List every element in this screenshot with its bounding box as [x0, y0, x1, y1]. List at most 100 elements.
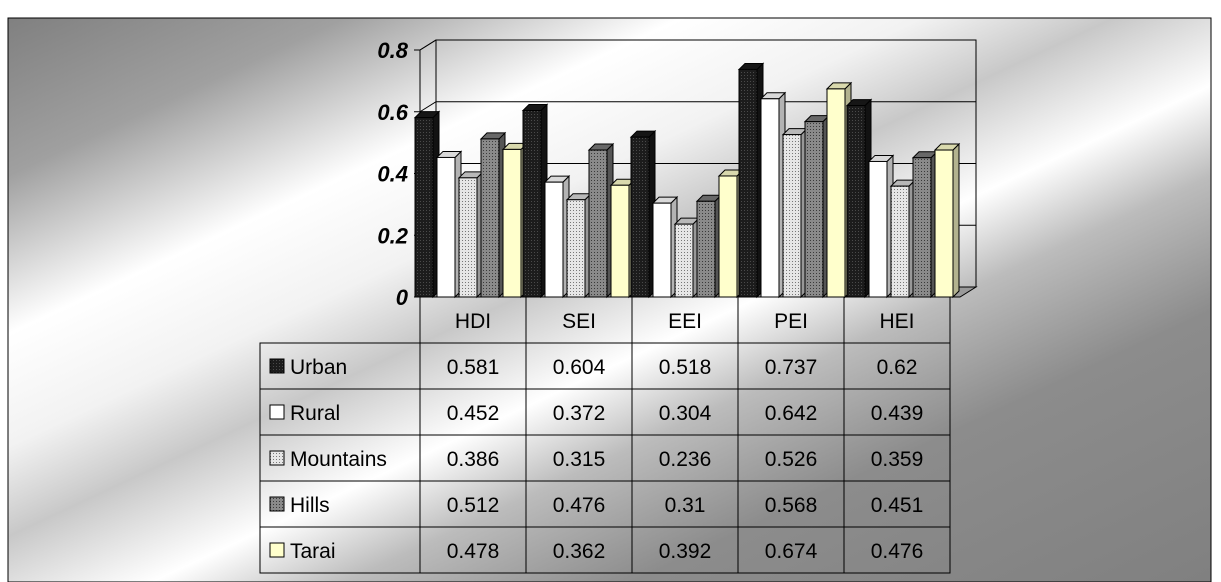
bar-front-face [782, 134, 802, 298]
bar [629, 129, 657, 299]
data-value-label: 0.476 [553, 494, 606, 517]
data-value-label: 0.304 [659, 402, 712, 425]
bar-front-face [738, 68, 758, 298]
bar-front-face [544, 181, 564, 298]
bar-front-face [414, 117, 434, 298]
data-value-label: 0.604 [553, 356, 606, 379]
x-category-label: PEI [774, 310, 808, 333]
data-value-label: 0.674 [765, 540, 818, 563]
data-value-label: 0.476 [871, 540, 924, 563]
bar-front-face [436, 156, 456, 298]
data-value-label: 0.526 [765, 448, 818, 471]
data-value-label: 0.568 [765, 494, 818, 517]
data-value-label: 0.392 [659, 540, 712, 563]
legend-key [269, 496, 285, 512]
bar-front-face [522, 110, 542, 298]
data-value-label: 0.439 [871, 402, 924, 425]
data-value-label: 0.31 [665, 494, 706, 517]
legend-label: Rural [290, 402, 340, 425]
bar [521, 103, 549, 299]
bar-front-face [912, 157, 932, 298]
data-value-label: 0.62 [877, 356, 918, 379]
bar-front-face [610, 184, 630, 298]
x-category-label: SEI [562, 310, 596, 333]
legend-key [269, 450, 285, 466]
bar-front-face [652, 202, 672, 298]
legend-label: Urban [290, 356, 347, 379]
bar-front-face [588, 149, 608, 298]
bar-front-face [718, 175, 738, 298]
y-tick-label: 0 [396, 285, 409, 310]
legend-label: Tarai [290, 540, 336, 563]
bar-front-face [934, 149, 954, 298]
bar-front-face [480, 138, 500, 298]
y-tick-label: 0.2 [377, 223, 408, 248]
bar-front-face [868, 160, 888, 298]
y-tick-label: 0.6 [377, 100, 408, 125]
legend-label: Mountains [290, 448, 387, 471]
bar [737, 62, 765, 299]
bar [479, 131, 507, 299]
data-value-label: 0.315 [553, 448, 606, 471]
data-value-label: 0.581 [447, 356, 500, 379]
bar [803, 114, 831, 299]
plot-layer: 0 0.2 0.4 0.6 0.8 [377, 38, 978, 310]
bar [867, 154, 895, 299]
bar [845, 98, 873, 299]
bar-front-face [804, 121, 824, 298]
data-table: HDI SEI EEI PEI HEI Urban 0.581 0.604 0.518 0.737… [259, 296, 951, 574]
data-value-label: 0.642 [765, 402, 818, 425]
bar [543, 174, 571, 299]
bar [911, 150, 939, 299]
y-tick-label: 0.8 [377, 38, 408, 63]
gridline [419, 39, 976, 51]
data-value-label: 0.359 [871, 448, 924, 471]
bar [651, 195, 679, 299]
bar-front-face [458, 177, 478, 298]
data-value-label: 0.737 [765, 356, 818, 379]
x-category-label: HEI [879, 310, 914, 333]
legend-key [269, 404, 285, 420]
bar-front-face [566, 199, 586, 298]
bar [587, 142, 615, 299]
data-value-label: 0.372 [553, 402, 606, 425]
bar [457, 170, 485, 299]
legend-label: Hills [290, 494, 330, 517]
bar [759, 91, 787, 299]
x-category-label: HDI [455, 310, 491, 333]
gridline [419, 101, 976, 113]
bar-front-face [760, 98, 780, 298]
bar-front-face [674, 223, 694, 298]
bar-front-face [846, 105, 866, 298]
bar-front-face [630, 136, 650, 298]
data-value-label: 0.386 [447, 448, 500, 471]
data-value-label: 0.451 [871, 494, 924, 517]
chart-background [7, 17, 1212, 582]
x-category-label: EEI [668, 310, 702, 333]
legend-key [269, 542, 285, 558]
bar-front-face [696, 200, 716, 298]
table-cell [843, 526, 951, 574]
bar [673, 216, 701, 299]
data-value-label: 0.362 [553, 540, 606, 563]
bar [889, 178, 917, 299]
bar [781, 127, 809, 299]
data-value-label: 0.512 [447, 494, 500, 517]
bar-front-face [502, 148, 522, 298]
data-value-label: 0.236 [659, 448, 712, 471]
bar [695, 194, 723, 299]
data-value-label: 0.518 [659, 356, 712, 379]
bar-front-face [826, 88, 846, 298]
y-tick-label: 0.4 [377, 162, 408, 187]
bar [413, 110, 441, 299]
data-value-label: 0.452 [447, 402, 500, 425]
bar [933, 142, 961, 299]
bar [565, 192, 593, 299]
legend-key [269, 358, 285, 374]
bar [435, 150, 463, 299]
data-value-label: 0.478 [447, 540, 500, 563]
bar-front-face [890, 185, 910, 298]
bar-side-face [952, 142, 960, 299]
